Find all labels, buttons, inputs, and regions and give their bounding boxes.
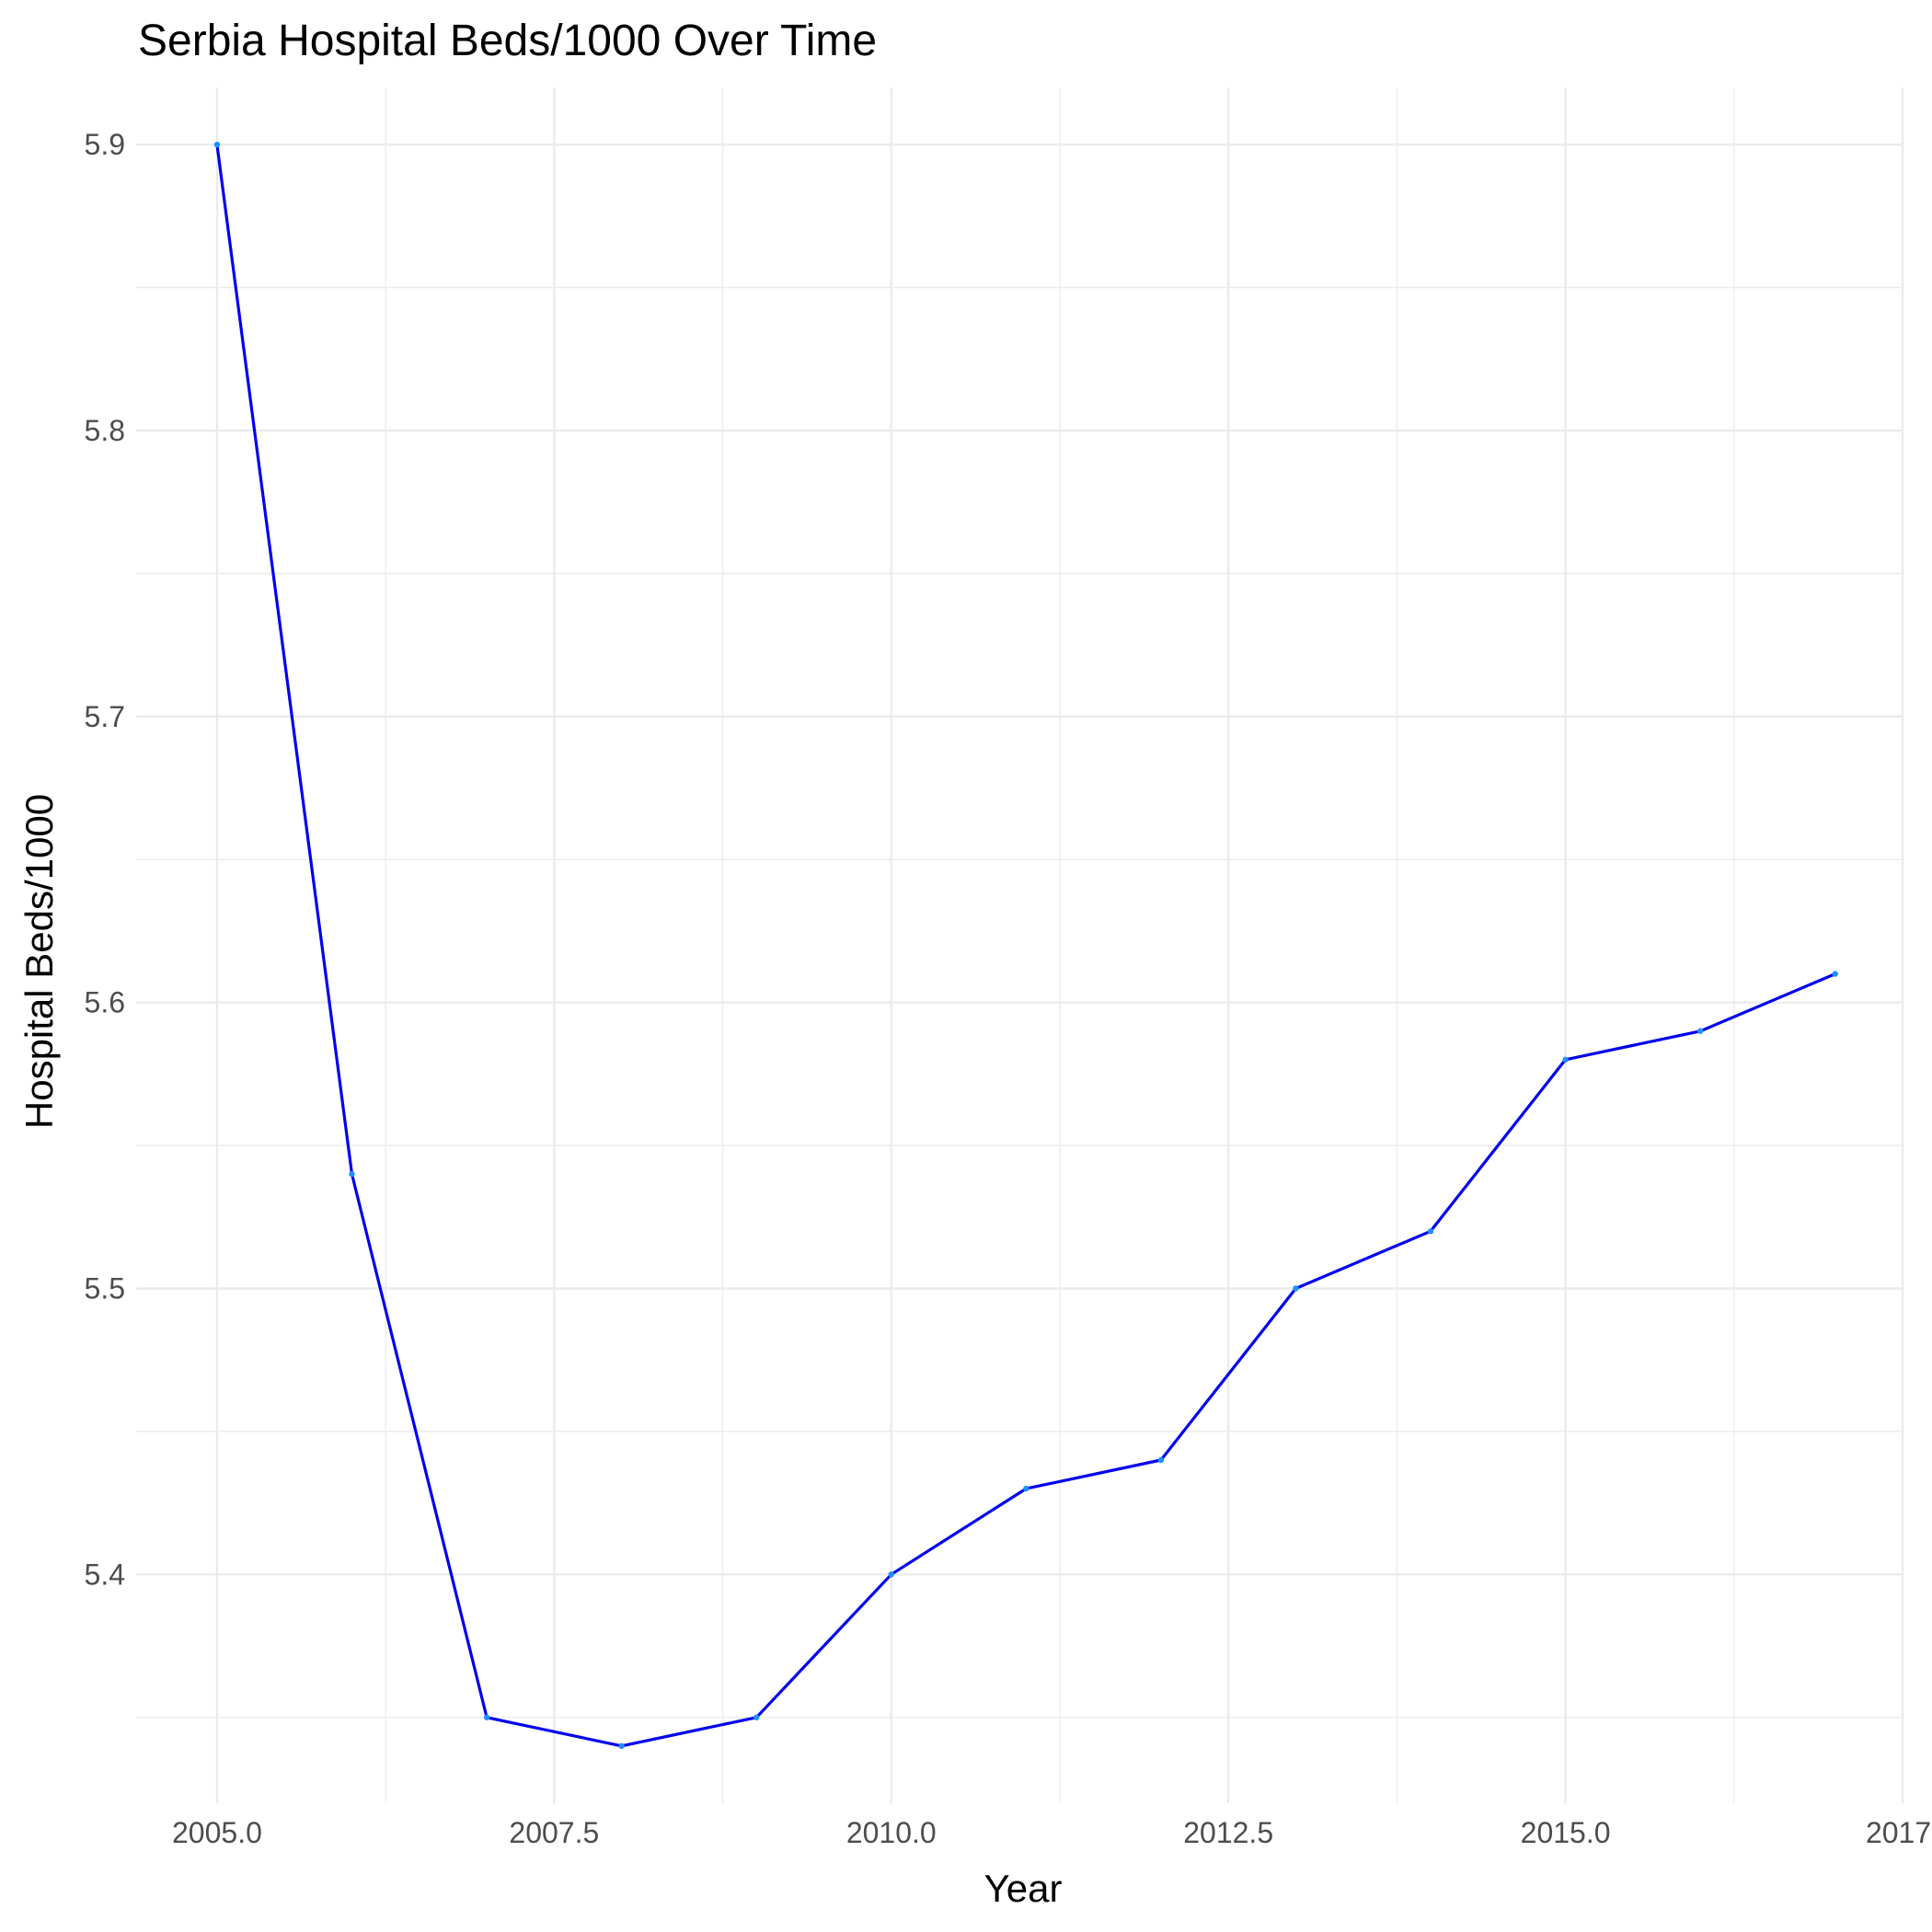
x-tick-label: 2007.5: [509, 1816, 599, 1849]
y-axis-title: Hospital Beds/1000: [17, 794, 61, 1129]
data-point: [1023, 1485, 1029, 1492]
y-tick-label: 5.9: [85, 128, 125, 161]
y-tick-label: 5.6: [85, 986, 125, 1019]
data-point: [213, 141, 221, 148]
data-point: [1696, 1028, 1704, 1034]
x-tick-label: 2005.0: [172, 1816, 262, 1849]
data-point: [483, 1714, 490, 1720]
x-axis-title: Year: [984, 1867, 1063, 1910]
data-point: [753, 1714, 760, 1720]
y-tick-label: 5.4: [85, 1558, 125, 1591]
y-tick-label: 5.8: [85, 414, 125, 447]
x-tick-label: 2017.: [1866, 1816, 1932, 1849]
y-tick-label: 5.5: [85, 1272, 125, 1305]
data-point: [1157, 1456, 1165, 1464]
x-tick-label: 2015.0: [1521, 1816, 1611, 1849]
data-point: [1427, 1228, 1434, 1235]
x-tick-label: 2010.0: [846, 1816, 937, 1849]
data-point: [888, 1571, 894, 1578]
tick-labels: 5.4 5.5 5.6 5.7 5.8 5.9 2005.0 2007.5 2010.0 2012…: [85, 128, 1932, 1849]
y-tick-label: 5.7: [85, 700, 125, 733]
data-point: [349, 1170, 355, 1178]
x-tick-label: 2012.5: [1183, 1816, 1273, 1849]
chart-title: Serbia Hospital Beds/1000 Over Time: [138, 17, 877, 65]
data-point: [1832, 971, 1838, 977]
data-point: [1562, 1056, 1569, 1064]
grid: [136, 87, 1904, 1803]
series-layer: [213, 141, 1838, 1750]
data-point: [618, 1742, 625, 1750]
data-point: [1293, 1285, 1299, 1292]
